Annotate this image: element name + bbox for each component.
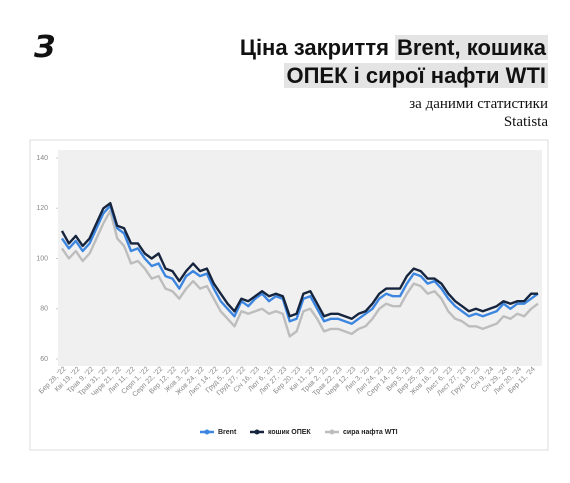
y-tick-label: 140 bbox=[36, 155, 48, 162]
title: Ціна закриття Brent, кошика ОПЕК і сирої… bbox=[240, 34, 548, 90]
legend-dot bbox=[254, 429, 260, 435]
legend-label: кошик ОПЕК bbox=[268, 429, 311, 436]
title-part: Brent, кошика bbox=[395, 35, 548, 60]
legend-label: Brent bbox=[218, 429, 237, 436]
y-tick-label: 120 bbox=[36, 205, 48, 212]
legend-dot bbox=[329, 429, 335, 435]
title-part: ОПЕК і сирої нафти WTI bbox=[284, 63, 548, 88]
series-line bbox=[61, 209, 539, 338]
plot-bg bbox=[58, 150, 542, 366]
subtitle-line: Statista bbox=[503, 114, 548, 130]
subtitle: за даними статистики Statista bbox=[409, 95, 548, 131]
series-line bbox=[61, 204, 539, 325]
title-part: Ціна закриття bbox=[239, 35, 396, 60]
legend-dot bbox=[204, 429, 210, 435]
subtitle-line: за даними статистики bbox=[409, 96, 548, 112]
y-tick-label: 80 bbox=[40, 306, 48, 313]
legend-label: сира нафта WTI bbox=[343, 429, 398, 436]
y-tick-label: 60 bbox=[40, 356, 48, 363]
y-tick-label: 100 bbox=[36, 255, 48, 262]
logo: З bbox=[34, 30, 56, 65]
series-line bbox=[60, 202, 538, 320]
